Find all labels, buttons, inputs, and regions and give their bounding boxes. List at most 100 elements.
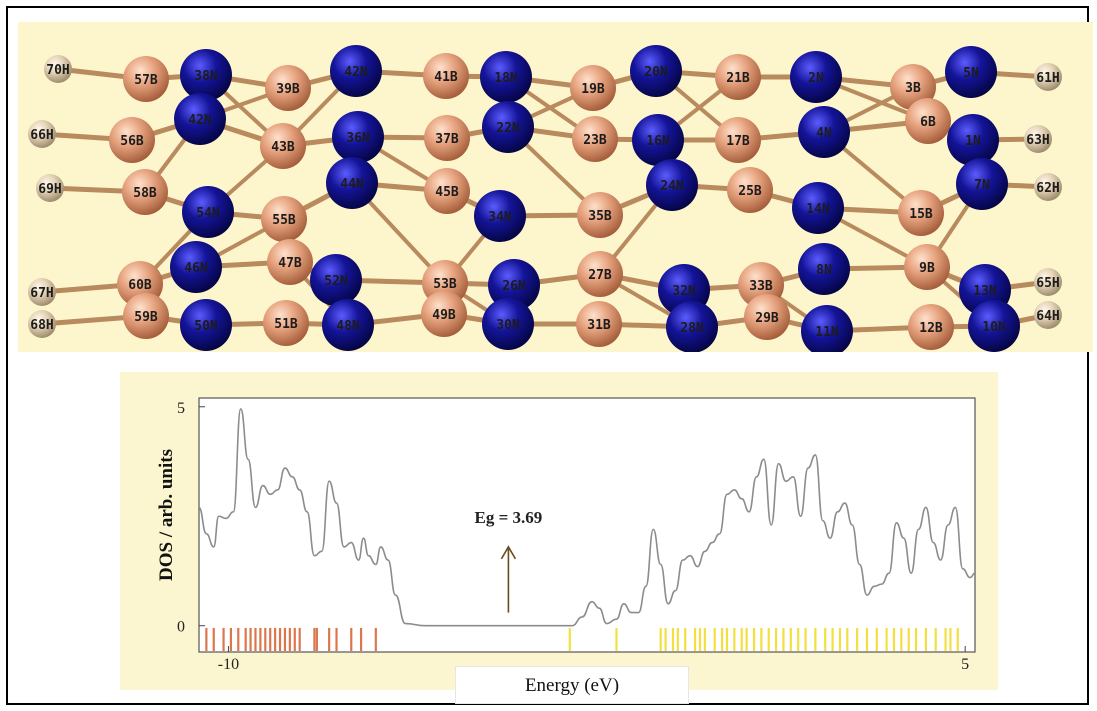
atom-h: 67H (28, 278, 56, 306)
atom-label: 15B (909, 207, 933, 222)
atom-label: 19B (581, 82, 605, 97)
atom-b: 49B (421, 291, 467, 337)
atom-label: 11N (815, 325, 839, 340)
atom-h: 62H (1034, 173, 1062, 201)
x-tick-label: -10 (218, 656, 239, 673)
atom-label: 26N (502, 279, 526, 294)
plot-area (198, 397, 976, 653)
atom-label: 44N (340, 177, 364, 192)
dos-panel: 0 5 -10 5 DOS / arb. units Eg = 3.69 (120, 372, 998, 690)
atom-label: 63H (1026, 133, 1049, 148)
atom-n: 46N (170, 241, 222, 293)
atom-label: 41B (434, 70, 458, 85)
atom-label: 42N (344, 65, 368, 80)
atom-label: 37B (435, 132, 459, 147)
atom-b: 51B (263, 300, 309, 346)
atom-b: 17B (715, 117, 761, 163)
atom-label: 5N (963, 66, 979, 81)
atom-label: 31B (587, 318, 611, 333)
atom-n: 26N (488, 259, 540, 311)
atom-n: 10N (968, 300, 1020, 352)
atom-b: 58B (122, 169, 168, 215)
atom-label: 46N (184, 261, 208, 276)
atom-n: 44N (326, 157, 378, 209)
atom-label: 64H (1036, 309, 1059, 324)
atom-label: 16N (646, 134, 670, 149)
atom-n: 2N (790, 51, 842, 103)
atom-label: 28N (680, 321, 704, 336)
y-tick-label: 0 (177, 619, 185, 636)
atom-label: 58B (133, 186, 157, 201)
atom-h: 66H (28, 120, 56, 148)
atom-b: 41B (423, 53, 469, 99)
atom-label: 52N (324, 274, 348, 289)
atom-b: 37B (424, 115, 470, 161)
atom-b: 12B (908, 304, 954, 350)
atom-label: 36N (346, 131, 370, 146)
atom-b: 19B (570, 65, 616, 111)
band-gap-label: Eg = 3.69 (475, 508, 543, 527)
atom-label: 62H (1036, 181, 1059, 196)
atom-b: 43B (260, 123, 306, 169)
atom-b: 9B (904, 244, 950, 290)
atom-label: 1N (965, 134, 981, 149)
atom-h: 69H (36, 174, 64, 202)
atom-b: 59B (123, 293, 169, 339)
atom-n: 34N (474, 190, 526, 242)
atom-n: 28N (666, 301, 718, 353)
atom-b: 6B (905, 98, 951, 144)
atom-label: 30N (496, 318, 520, 333)
atom-n: 42N (174, 93, 226, 145)
atom-label: 66H (30, 128, 53, 143)
atom-label: 8N (816, 263, 832, 278)
atom-b: 23B (572, 116, 618, 162)
atom-label: 55B (272, 213, 296, 228)
atom-n: 20N (630, 45, 682, 97)
atom-n: 16N (632, 114, 684, 166)
atom-label: 3B (905, 81, 921, 96)
atom-n: 5N (945, 46, 997, 98)
x-axis-label: Energy (eV) (524, 675, 620, 696)
band-gap-arrow (500, 545, 517, 613)
atom-label: 9B (919, 261, 935, 276)
atom-n: 7N (956, 158, 1008, 210)
unoccupied-levels (568, 627, 959, 651)
atom-label: 49B (432, 308, 456, 323)
atom-b: 29B (744, 294, 790, 340)
y-axis-label: DOS / arb. units (156, 449, 177, 581)
occupied-levels (205, 627, 377, 651)
atom-b: 31B (576, 301, 622, 347)
atom-label: 35B (588, 209, 612, 224)
atom-label: 14N (806, 202, 830, 217)
x-axis-label-box: Energy (eV) (455, 666, 689, 704)
atom-label: 6B (920, 115, 936, 130)
atom-n: 11N (801, 305, 853, 357)
atom-label: 34N (488, 210, 512, 225)
atom-label: 12B (919, 321, 943, 336)
atom-label: 24N (660, 179, 684, 194)
atom-n: 42N (330, 45, 382, 97)
atom-label: 38N (194, 69, 218, 84)
atom-label: 51B (274, 317, 298, 332)
atom-n: 24N (646, 159, 698, 211)
atom-label: 4N (816, 126, 832, 141)
atom-label: 57B (134, 73, 158, 88)
atom-n: 18N (480, 51, 532, 103)
atom-n: 14N (792, 182, 844, 234)
x-tick-label: 5 (961, 656, 969, 673)
atom-label: 7N (974, 178, 990, 193)
atom-label: 53B (433, 277, 457, 292)
atom-label: 27B (588, 268, 612, 283)
atom-b: 56B (109, 117, 155, 163)
dos-curve (198, 408, 976, 627)
atom-label: 22N (496, 121, 520, 136)
atom-n: 22N (482, 101, 534, 153)
atom-label: 23B (583, 133, 607, 148)
atom-label: 18N (494, 71, 518, 86)
atom-label: 17B (726, 134, 750, 149)
atom-n: 52N (310, 254, 362, 306)
atom-label: 42N (188, 113, 212, 128)
atom-label: 68H (30, 318, 53, 333)
atom-h: 68H (28, 310, 56, 338)
atom-b: 25B (727, 167, 773, 213)
